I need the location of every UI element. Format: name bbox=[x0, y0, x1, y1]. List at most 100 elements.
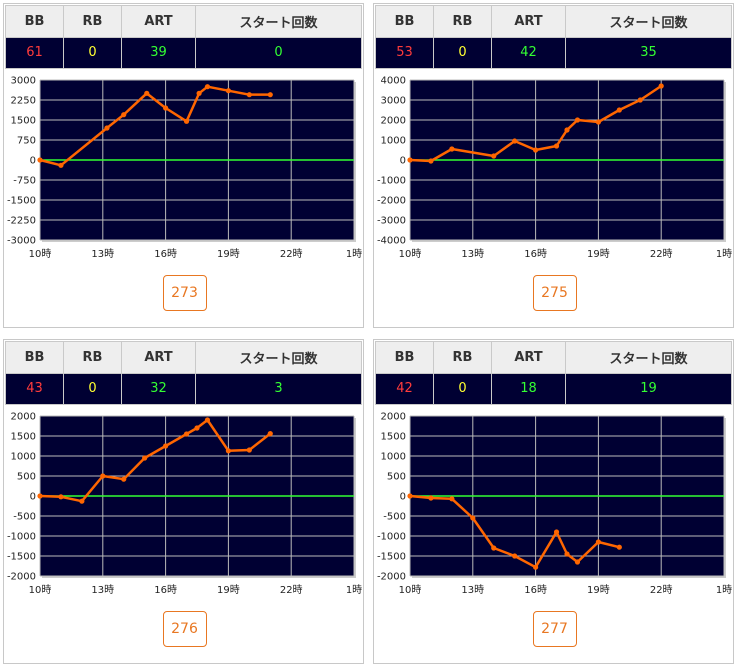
data-point bbox=[564, 127, 570, 133]
data-point bbox=[428, 158, 434, 164]
art-value: 18 bbox=[491, 372, 566, 405]
x-tick-label: 1時 bbox=[716, 248, 732, 260]
start-count-header: スタート回数 bbox=[565, 341, 732, 374]
art-header: ART bbox=[491, 341, 566, 374]
x-tick-label: 13時 bbox=[461, 248, 484, 260]
machine-number-button[interactable]: 275 bbox=[532, 275, 577, 311]
y-tick-label: 2250 bbox=[11, 96, 36, 107]
x-tick-label: 22時 bbox=[280, 248, 303, 260]
x-tick-label: 16時 bbox=[154, 584, 177, 596]
data-point bbox=[183, 118, 190, 124]
rb-value: 0 bbox=[433, 36, 492, 69]
x-tick-label: 10時 bbox=[399, 248, 422, 260]
data-point bbox=[595, 119, 601, 125]
start-count-value: 0 bbox=[195, 36, 362, 69]
data-point bbox=[512, 138, 518, 144]
x-tick-label: 16時 bbox=[524, 584, 547, 596]
y-tick-label: -1000 bbox=[7, 532, 36, 543]
data-panel-2: BB RB ART スタート回数 53 0 42 35 4000 3000 2000… bbox=[373, 3, 734, 328]
stats-table: BB RB ART スタート回数 42 0 18 19 bbox=[375, 341, 732, 405]
art-value: 32 bbox=[121, 372, 196, 405]
rb-header: RB bbox=[433, 5, 492, 38]
line-chart: 4000 3000 2000 1000 0 -1000 -2000 -3000 -400010時… bbox=[377, 76, 732, 261]
rb-header: RB bbox=[63, 341, 122, 374]
x-tick-label: 10時 bbox=[29, 248, 52, 260]
data-point bbox=[428, 495, 434, 501]
y-tick-label: 0 bbox=[30, 492, 36, 503]
data-point bbox=[194, 425, 200, 431]
machine-number-button[interactable]: 273 bbox=[162, 275, 207, 311]
data-panel-3: BB RB ART スタート回数 43 0 32 3 2000 1500 1000 5… bbox=[3, 339, 364, 664]
rb-value: 0 bbox=[433, 372, 492, 405]
y-tick-label: 500 bbox=[17, 472, 36, 483]
stats-table: BB RB ART スタート回数 61 0 39 0 bbox=[5, 5, 362, 69]
x-tick-label: 16時 bbox=[154, 248, 177, 260]
x-tick-label: 1時 bbox=[346, 248, 362, 260]
data-point bbox=[196, 90, 202, 96]
data-point bbox=[225, 88, 231, 94]
bb-header: BB bbox=[5, 5, 64, 38]
bb-value: 53 bbox=[375, 36, 434, 69]
data-point bbox=[58, 162, 64, 168]
data-point bbox=[616, 107, 622, 113]
x-tick-label: 22時 bbox=[650, 584, 673, 596]
y-tick-label: 1000 bbox=[381, 136, 406, 147]
y-tick-label: -500 bbox=[13, 512, 36, 523]
data-point bbox=[449, 146, 455, 152]
data-point bbox=[204, 417, 211, 423]
machine-number-button[interactable]: 276 bbox=[162, 611, 207, 647]
stats-value-row: 53 0 42 35 bbox=[375, 36, 732, 69]
data-point bbox=[104, 125, 110, 131]
stats-value-row: 43 0 32 3 bbox=[5, 372, 362, 405]
x-tick-label: 1時 bbox=[716, 584, 732, 596]
series-line bbox=[39, 85, 271, 167]
stats-value-row: 61 0 39 0 bbox=[5, 36, 362, 69]
stats-value-row: 42 0 18 19 bbox=[375, 372, 732, 405]
data-point bbox=[183, 431, 190, 437]
machine-number-button[interactable]: 277 bbox=[532, 611, 577, 647]
data-point bbox=[79, 498, 85, 504]
data-point bbox=[142, 455, 148, 461]
data-point bbox=[37, 493, 43, 499]
data-point bbox=[267, 431, 273, 437]
data-point bbox=[470, 515, 476, 521]
data-point bbox=[553, 529, 560, 535]
stats-header-row: BB RB ART スタート回数 bbox=[375, 341, 732, 374]
art-header: ART bbox=[121, 341, 196, 374]
y-tick-label: -2000 bbox=[7, 572, 36, 583]
stats-table: BB RB ART スタート回数 53 0 42 35 bbox=[375, 5, 732, 69]
data-point bbox=[163, 105, 169, 111]
data-point bbox=[407, 157, 413, 163]
y-tick-label: -2250 bbox=[7, 216, 36, 227]
x-tick-label: 19時 bbox=[217, 248, 240, 260]
y-tick-label: -1000 bbox=[377, 532, 406, 543]
data-point bbox=[407, 493, 413, 499]
data-point bbox=[637, 97, 643, 103]
data-point bbox=[449, 496, 455, 502]
rb-header: RB bbox=[63, 5, 122, 38]
art-header: ART bbox=[491, 5, 566, 38]
data-point bbox=[225, 448, 231, 454]
data-point bbox=[163, 443, 169, 449]
x-tick-label: 16時 bbox=[524, 248, 547, 260]
data-point bbox=[246, 92, 252, 98]
x-tick-label: 1時 bbox=[346, 584, 362, 596]
data-point bbox=[491, 545, 497, 551]
y-tick-label: 1000 bbox=[11, 452, 36, 463]
x-tick-label: 10時 bbox=[399, 584, 422, 596]
data-point bbox=[246, 447, 252, 453]
y-tick-label: -500 bbox=[383, 512, 406, 523]
data-point bbox=[564, 551, 570, 557]
art-value: 42 bbox=[491, 36, 566, 69]
series-line bbox=[409, 494, 620, 569]
y-tick-label: 1000 bbox=[381, 452, 406, 463]
data-point bbox=[491, 153, 497, 159]
start-count-value: 3 bbox=[195, 372, 362, 405]
data-point bbox=[533, 564, 539, 570]
y-tick-label: 0 bbox=[30, 156, 36, 167]
data-point bbox=[121, 112, 127, 118]
data-point bbox=[58, 494, 64, 500]
data-panel-4: BB RB ART スタート回数 42 0 18 19 2000 1500 1000… bbox=[373, 339, 734, 664]
